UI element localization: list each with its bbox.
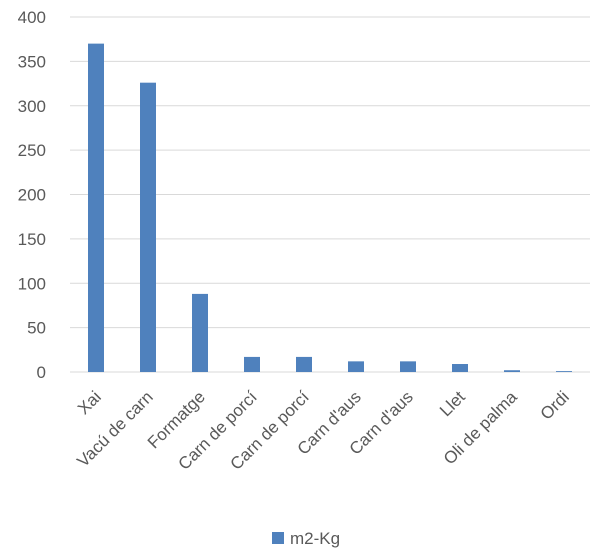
y-tick-label: 50 xyxy=(27,319,46,338)
bars xyxy=(88,43,572,373)
y-axis-tick-labels: 0 50 100 150 200 250 300 350 400 xyxy=(18,8,46,382)
y-tick-label: 250 xyxy=(18,141,46,160)
x-category-label: Xai xyxy=(74,387,105,418)
bar xyxy=(504,370,520,372)
bar xyxy=(556,371,572,372)
y-tick-label: 300 xyxy=(18,97,46,116)
y-tick-label: 100 xyxy=(18,274,46,293)
bar xyxy=(88,43,104,372)
y-tick-label: 0 xyxy=(37,363,46,382)
y-tick-label: 400 xyxy=(18,8,46,27)
bar xyxy=(400,361,416,372)
y-tick-label: 200 xyxy=(18,186,46,205)
bar xyxy=(348,361,364,372)
y-tick-label: 350 xyxy=(18,52,46,71)
y-tick-label: 150 xyxy=(18,230,46,249)
legend-swatch xyxy=(272,532,284,544)
x-category-label: Ordi xyxy=(537,387,573,423)
bar xyxy=(296,356,312,372)
bar xyxy=(452,364,468,372)
bar xyxy=(192,293,208,372)
gridlines xyxy=(70,16,590,373)
x-category-label: Llet xyxy=(436,387,469,420)
bar xyxy=(140,82,156,373)
legend-label: m2-Kg xyxy=(290,529,340,548)
legend: m2-Kg xyxy=(272,529,340,548)
bar xyxy=(244,356,260,372)
